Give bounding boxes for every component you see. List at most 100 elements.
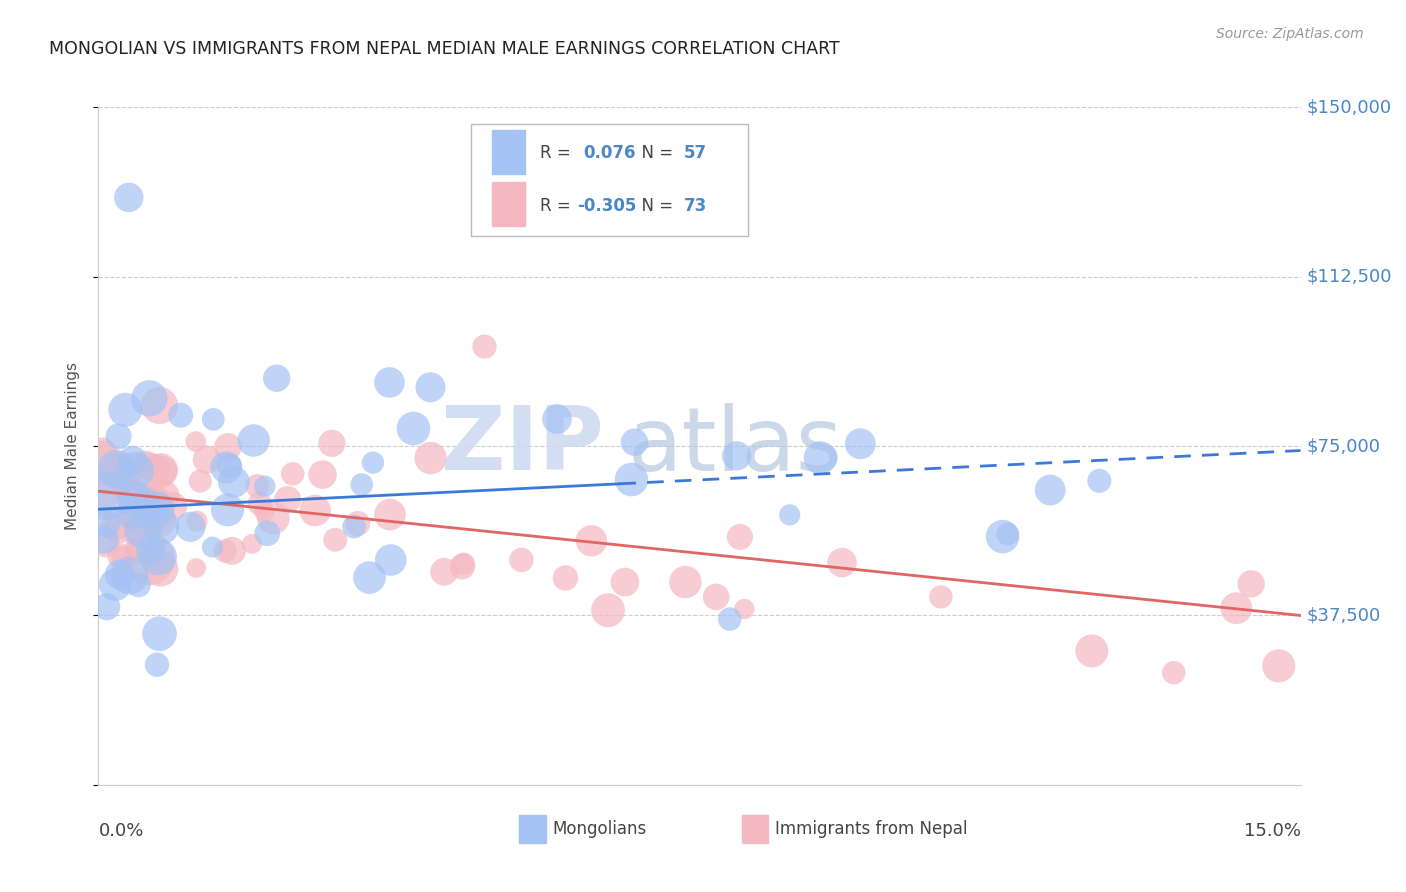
Point [262,511,284,525]
Point [704,590,727,604]
Point [323,533,346,547]
Point [186,514,208,528]
Bar [492,129,526,174]
Point [613,575,636,590]
Point [831,556,853,570]
FancyBboxPatch shape [471,124,748,235]
Text: Immigrants from Nepal: Immigrants from Nepal [775,820,967,838]
Point [118,568,141,582]
Point [143,513,166,527]
Point [96,537,118,551]
Point [451,559,474,574]
Point [246,479,269,493]
Point [91,442,114,457]
Point [105,517,128,532]
Point [114,402,136,417]
Point [510,553,533,567]
Point [148,399,170,413]
Point [1039,483,1062,497]
Point [93,449,115,463]
Point [105,461,128,475]
Point [152,489,174,503]
Point [991,530,1014,544]
Point [146,657,169,672]
Point [620,473,643,487]
Point [121,507,143,521]
Point [118,190,141,204]
Point [242,434,264,448]
Text: $37,500: $37,500 [1306,607,1381,624]
Point [124,464,146,478]
Point [849,436,872,450]
Point [361,456,384,470]
Point [96,489,118,503]
Point [201,540,224,554]
Point [728,530,751,544]
Point [222,475,245,489]
Point [108,567,131,582]
Point [195,452,218,467]
Point [217,440,239,454]
Point [378,508,401,522]
Point [808,450,831,465]
Point [249,496,271,510]
Point [718,612,741,626]
Point [146,502,169,516]
Text: $75,000: $75,000 [1306,437,1381,455]
Point [725,449,748,463]
Point [1088,474,1111,488]
Point [623,435,645,450]
Point [148,549,170,564]
Point [304,503,326,517]
Point [170,409,193,423]
Text: $150,000: $150,000 [1306,98,1392,116]
Point [256,526,278,541]
Point [359,570,381,584]
Point [929,590,952,604]
Point [150,519,173,533]
Point [118,483,141,498]
Point [138,496,160,510]
Text: MONGOLIAN VS IMMIGRANTS FROM NEPAL MEDIAN MALE EARNINGS CORRELATION CHART: MONGOLIAN VS IMMIGRANTS FROM NEPAL MEDIA… [49,40,839,58]
Point [149,463,172,477]
Point [104,577,127,591]
Point [111,458,134,472]
Text: 15.0%: 15.0% [1243,822,1301,840]
Point [107,523,129,537]
Point [281,467,304,481]
Point [114,481,136,495]
Point [215,460,238,475]
Point [596,603,619,617]
Point [546,412,568,426]
Point [146,513,169,527]
Point [350,477,373,491]
Text: ZIP: ZIP [440,402,603,490]
Text: 0.0%: 0.0% [98,822,143,840]
Point [107,429,129,443]
Point [184,434,207,449]
Point [93,532,115,546]
Point [474,340,496,354]
Point [128,578,150,592]
Point [93,497,115,511]
Text: 73: 73 [683,197,707,215]
Point [135,496,157,510]
Point [380,553,402,567]
Point [218,458,240,473]
Bar [519,815,546,843]
Point [1267,659,1289,673]
Point [129,508,152,523]
Text: N =: N = [631,197,678,215]
Point [1225,601,1247,615]
Point [321,436,343,450]
Point [240,537,263,551]
Text: -0.305: -0.305 [576,197,637,215]
Point [132,524,155,538]
Bar [492,182,526,227]
Point [779,508,801,522]
Point [419,380,441,394]
Text: 0.076: 0.076 [583,145,636,162]
Point [112,471,135,485]
Point [419,450,441,465]
Point [141,464,163,478]
